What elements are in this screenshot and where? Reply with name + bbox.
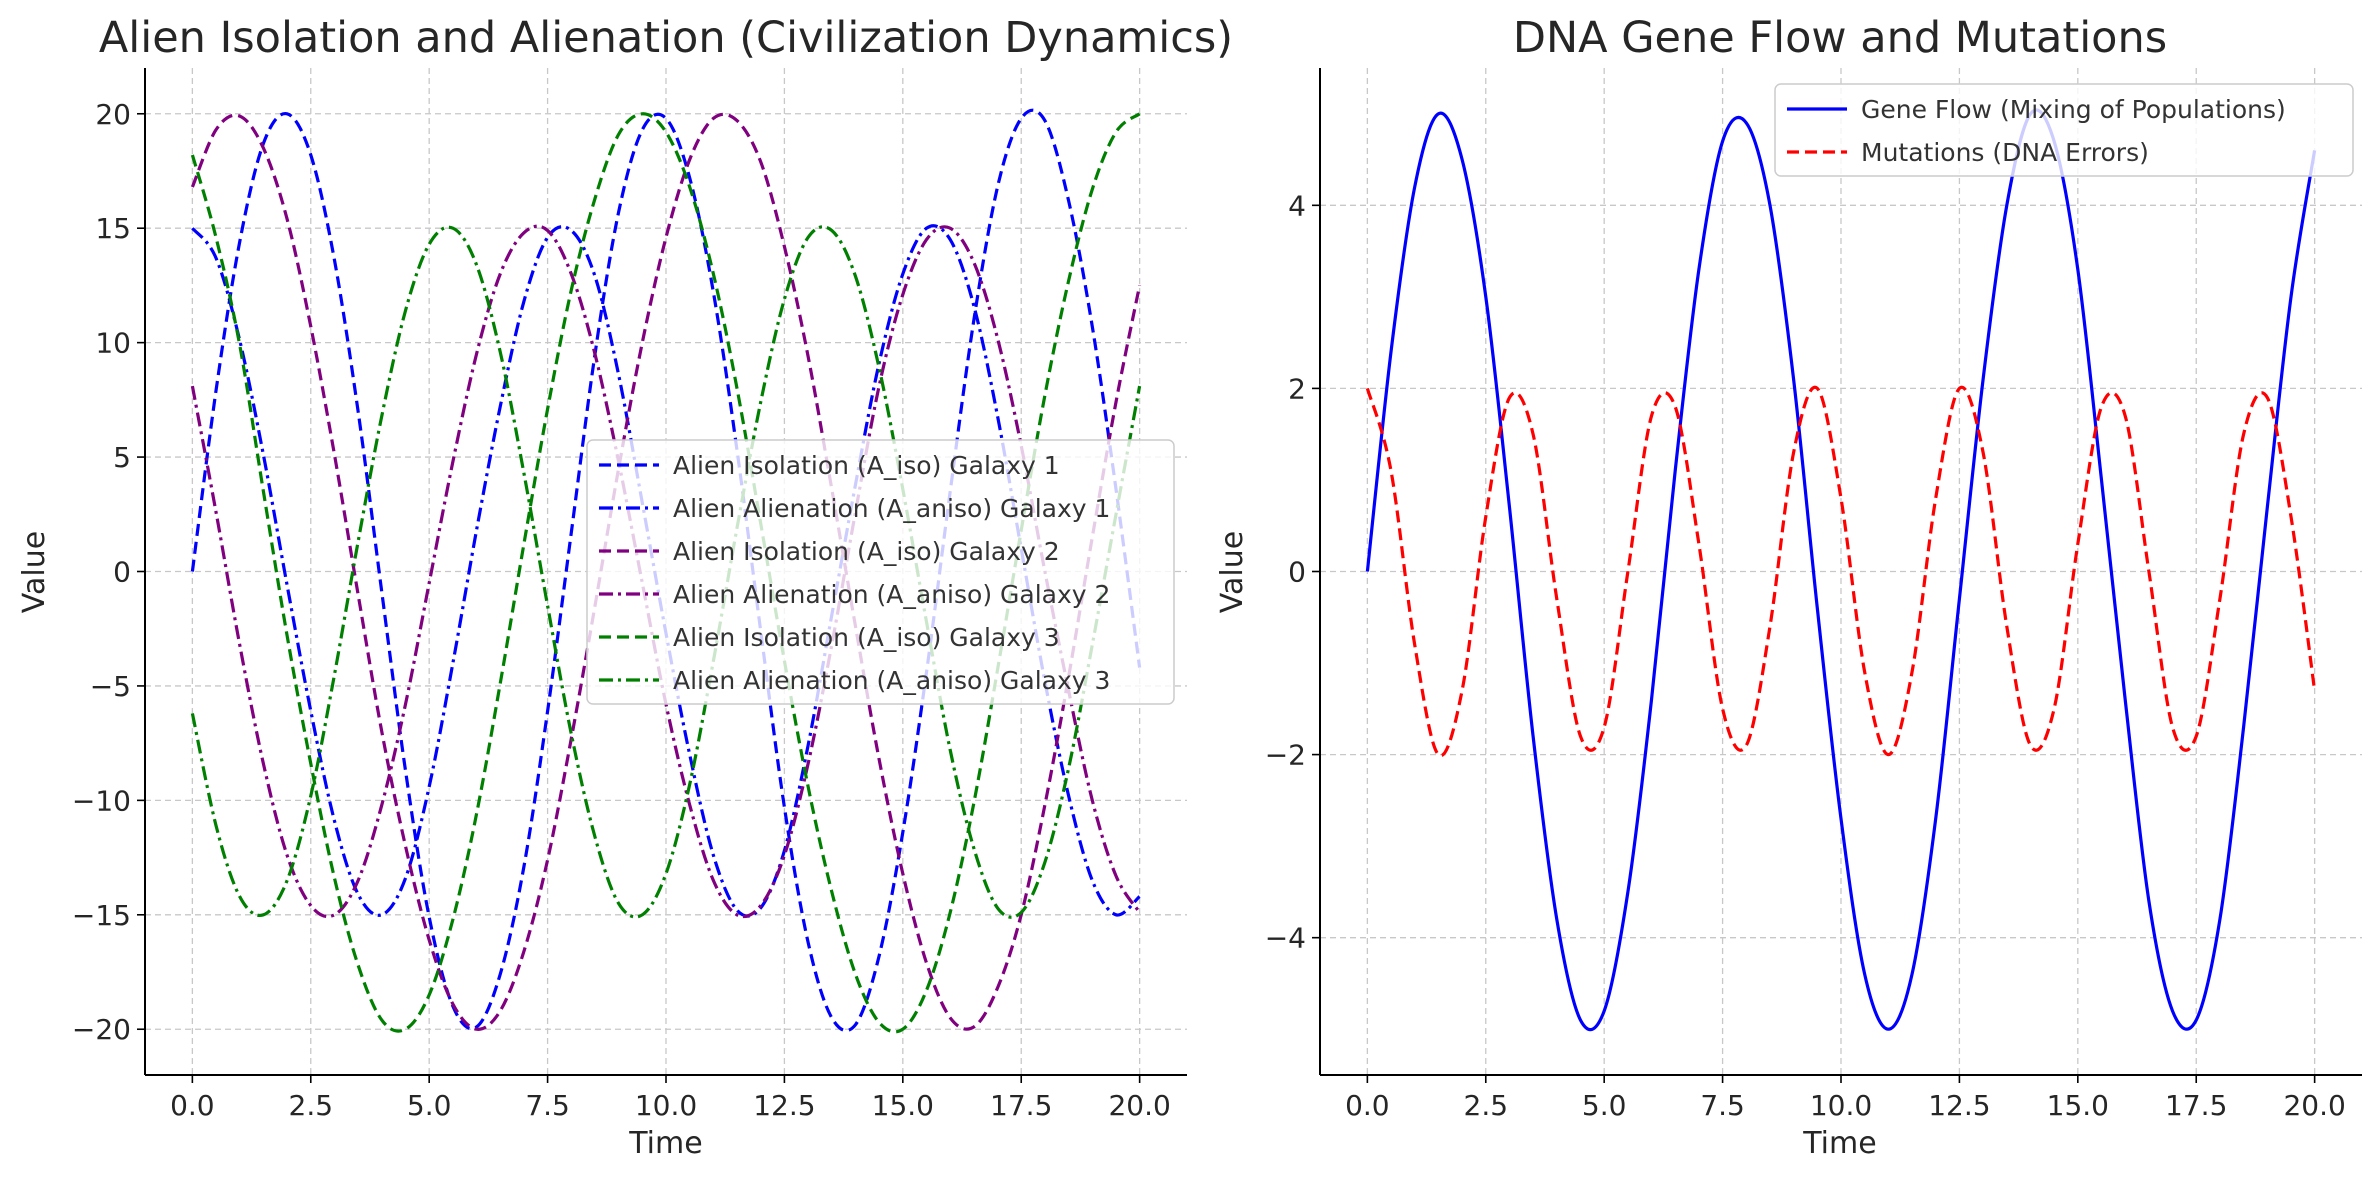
series-line — [1365, 385, 2317, 758]
x-tick-label: 10.0 — [635, 1089, 697, 1122]
y-tick-label: 10 — [95, 327, 131, 360]
x-axis-label: Time — [1802, 1126, 1876, 1161]
legend-label: Mutations (DNA Errors) — [1861, 138, 2149, 167]
y-tick-label: −4 — [1265, 922, 1306, 955]
y-tick-label: 15 — [95, 212, 131, 245]
series-line — [190, 112, 1142, 1031]
y-tick-label: −20 — [72, 1013, 131, 1046]
x-tick-label: 0.0 — [170, 1089, 215, 1122]
series-line — [190, 108, 1142, 1033]
chart-dna-gene-flow: DNA Gene Flow and Mutations 0.0 2.5 5.0 7.5… — [1215, 13, 2362, 1161]
x-tick-label: 12.5 — [1928, 1089, 1990, 1122]
y-tick-label: −5 — [90, 670, 131, 703]
x-tick-label: 7.5 — [1700, 1089, 1745, 1122]
x-tick-label: 20.0 — [2283, 1089, 2345, 1122]
y-tick-label: −15 — [72, 899, 131, 932]
ticks: 0.0 2.5 5.0 7.5 10.0 12.5 15.0 17.5 20.0 −4 −2 0 2 4 — [1265, 189, 2346, 1122]
x-tick-label: 5.0 — [1582, 1089, 1627, 1122]
legend-label: Alien Isolation (A_iso) Galaxy 2 — [673, 537, 1060, 566]
series-line — [190, 112, 1141, 1034]
ticks: 0.0 2.5 5.0 7.5 10.0 12.5 15.0 17.5 20.0 −20 −15 −1… — [72, 98, 1171, 1122]
y-axis-label: Value — [1215, 531, 1250, 613]
chart-title: Alien Isolation and Alienation (Civiliza… — [99, 13, 1233, 63]
y-tick-label: −10 — [72, 784, 131, 817]
y-tick-label: 5 — [113, 441, 131, 474]
legend-label: Alien Isolation (A_iso) Galaxy 3 — [673, 623, 1060, 652]
x-tick-label: 5.0 — [407, 1089, 452, 1122]
legend-box — [1774, 83, 2354, 177]
x-tick-label: 17.5 — [2165, 1089, 2227, 1122]
x-tick-label: 10.0 — [1810, 1089, 1872, 1122]
y-tick-label: 4 — [1288, 189, 1306, 222]
x-tick-label: 12.5 — [753, 1089, 815, 1122]
chart-alien-civilization: Alien Isolation and Alienation (Civiliza… — [17, 13, 1233, 1161]
legend-box — [586, 439, 1175, 705]
series-line — [1365, 108, 2317, 1032]
x-tick-label: 2.5 — [1464, 1089, 1509, 1122]
x-tick-label: 7.5 — [525, 1089, 570, 1122]
x-tick-label: 2.5 — [289, 1089, 334, 1122]
y-axis-label: Value — [17, 531, 52, 613]
chart-title: DNA Gene Flow and Mutations — [1513, 13, 2167, 63]
grid — [1320, 68, 2362, 1075]
y-tick-label: 20 — [95, 98, 131, 131]
legend-label: Alien Alienation (A_aniso) Galaxy 1 — [673, 494, 1110, 523]
y-tick-label: 0 — [1288, 556, 1306, 589]
legend: Gene Flow (Mixing of Populations) Mutatio… — [1774, 83, 2354, 177]
x-tick-label: 15.0 — [2047, 1089, 2109, 1122]
y-tick-label: −2 — [1265, 739, 1306, 772]
legend: Alien Isolation (A_iso) Galaxy 1 Alien Al… — [586, 439, 1175, 705]
x-tick-label: 17.5 — [990, 1089, 1052, 1122]
series-line — [190, 225, 1142, 919]
data-lines — [1365, 108, 2317, 1032]
legend-label: Alien Isolation (A_iso) Galaxy 1 — [673, 451, 1060, 480]
legend-label: Alien Alienation (A_aniso) Galaxy 3 — [673, 666, 1110, 695]
legend-label: Alien Alienation (A_aniso) Galaxy 2 — [673, 580, 1110, 609]
x-tick-label: 15.0 — [872, 1089, 934, 1122]
y-tick-label: 2 — [1288, 372, 1306, 405]
y-tick-label: 0 — [113, 556, 131, 589]
x-axis-label: Time — [628, 1126, 702, 1161]
x-tick-label: 0.0 — [1345, 1089, 1390, 1122]
x-tick-label: 20.0 — [1108, 1089, 1170, 1122]
legend-label: Gene Flow (Mixing of Populations) — [1861, 95, 2286, 124]
